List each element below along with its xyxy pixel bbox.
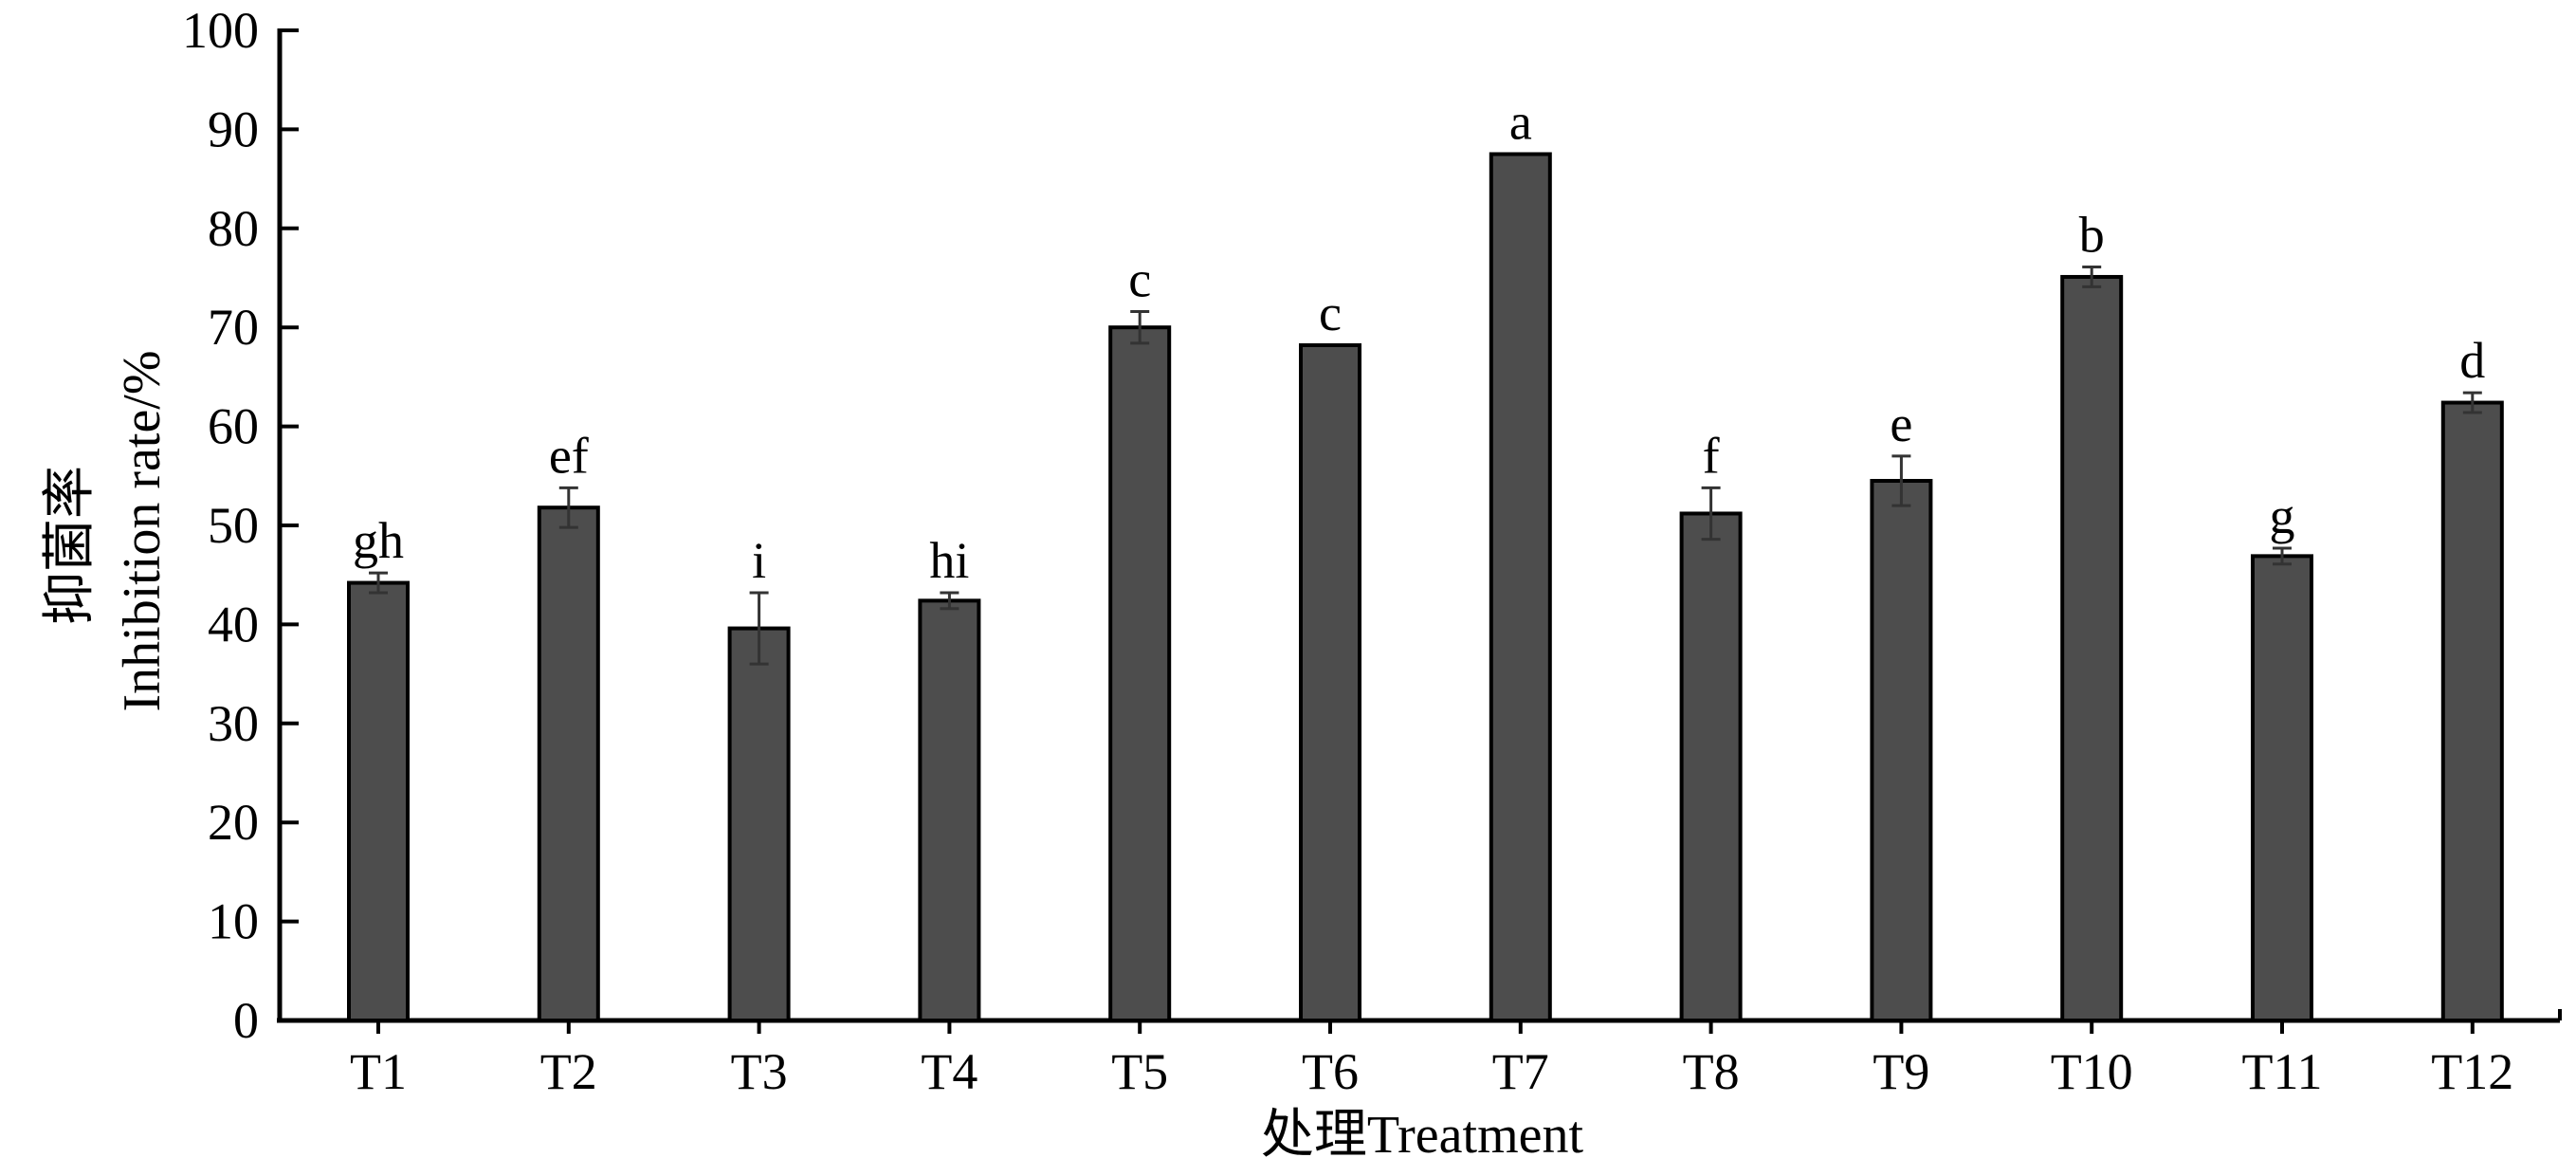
y-tick-label: 50 [208, 497, 259, 554]
x-tick-label: T10 [2051, 1043, 2133, 1100]
significance-label: c [1128, 250, 1151, 307]
y-tick-label: 100 [182, 2, 259, 59]
y-tick-label: 90 [208, 101, 259, 157]
significance-label: hi [929, 532, 969, 589]
y-tick-label: 10 [208, 893, 259, 950]
bar [1870, 479, 1933, 1022]
x-tick-label: T6 [1302, 1043, 1359, 1100]
bar [2060, 274, 2124, 1022]
bar [918, 598, 981, 1022]
x-axis: T1 T2 T3 T4 T5 T6 T7 T8 T9 T10 T11 T12 [277, 1009, 2562, 1100]
x-tick-label: T2 [540, 1043, 597, 1100]
significance-label: gh [353, 512, 404, 569]
y-axis-title-chinese: 抑菌率 [41, 466, 100, 625]
significance-label: b [2079, 207, 2105, 264]
x-tick-label: T9 [1873, 1043, 1929, 1100]
y-tick-label: 80 [208, 200, 259, 257]
bar [1679, 511, 1743, 1022]
x-tick-label: T4 [921, 1043, 977, 1100]
y-axis: 0 10 20 30 40 50 60 70 80 90 100 [182, 2, 299, 1049]
x-tick-label: T7 [1492, 1043, 1549, 1100]
significance-label: d [2459, 332, 2485, 389]
x-tick-label: T11 [2242, 1043, 2323, 1100]
x-axis-title: 处理Treatment [1261, 1106, 1584, 1165]
significance-label: c [1319, 285, 1342, 341]
significance-label: a [1509, 94, 1532, 151]
y-tick-label: 70 [208, 299, 259, 356]
y-tick-label: 30 [208, 695, 259, 752]
y-axis-title: Inhibition rate/% [113, 350, 172, 711]
x-tick-label: T1 [350, 1043, 407, 1100]
bar [347, 580, 410, 1022]
bar [2251, 554, 2313, 1022]
significance-label: i [752, 532, 766, 589]
x-tick-label: T5 [1111, 1043, 1168, 1100]
bar [1299, 342, 1361, 1022]
y-tick-label: 0 [233, 992, 259, 1049]
significance-label: ef [549, 427, 589, 484]
y-tick-label: 60 [208, 398, 259, 455]
labels: gh ef i hi c c a f e b g d [353, 94, 2485, 589]
x-tick-label: T3 [731, 1043, 788, 1100]
bar [1489, 152, 1552, 1022]
bar [727, 626, 791, 1022]
bar [537, 505, 600, 1022]
x-tick-label: T12 [2431, 1043, 2513, 1100]
y-tick-label: 40 [208, 596, 259, 652]
significance-label: f [1703, 427, 1720, 484]
y-tick-label: 20 [208, 794, 259, 851]
significance-label: e [1890, 395, 1912, 452]
bars [347, 152, 2504, 1022]
significance-label: g [2270, 487, 2295, 544]
x-tick-label: T8 [1683, 1043, 1740, 1100]
bar [1108, 325, 1172, 1022]
bar [2440, 400, 2504, 1022]
